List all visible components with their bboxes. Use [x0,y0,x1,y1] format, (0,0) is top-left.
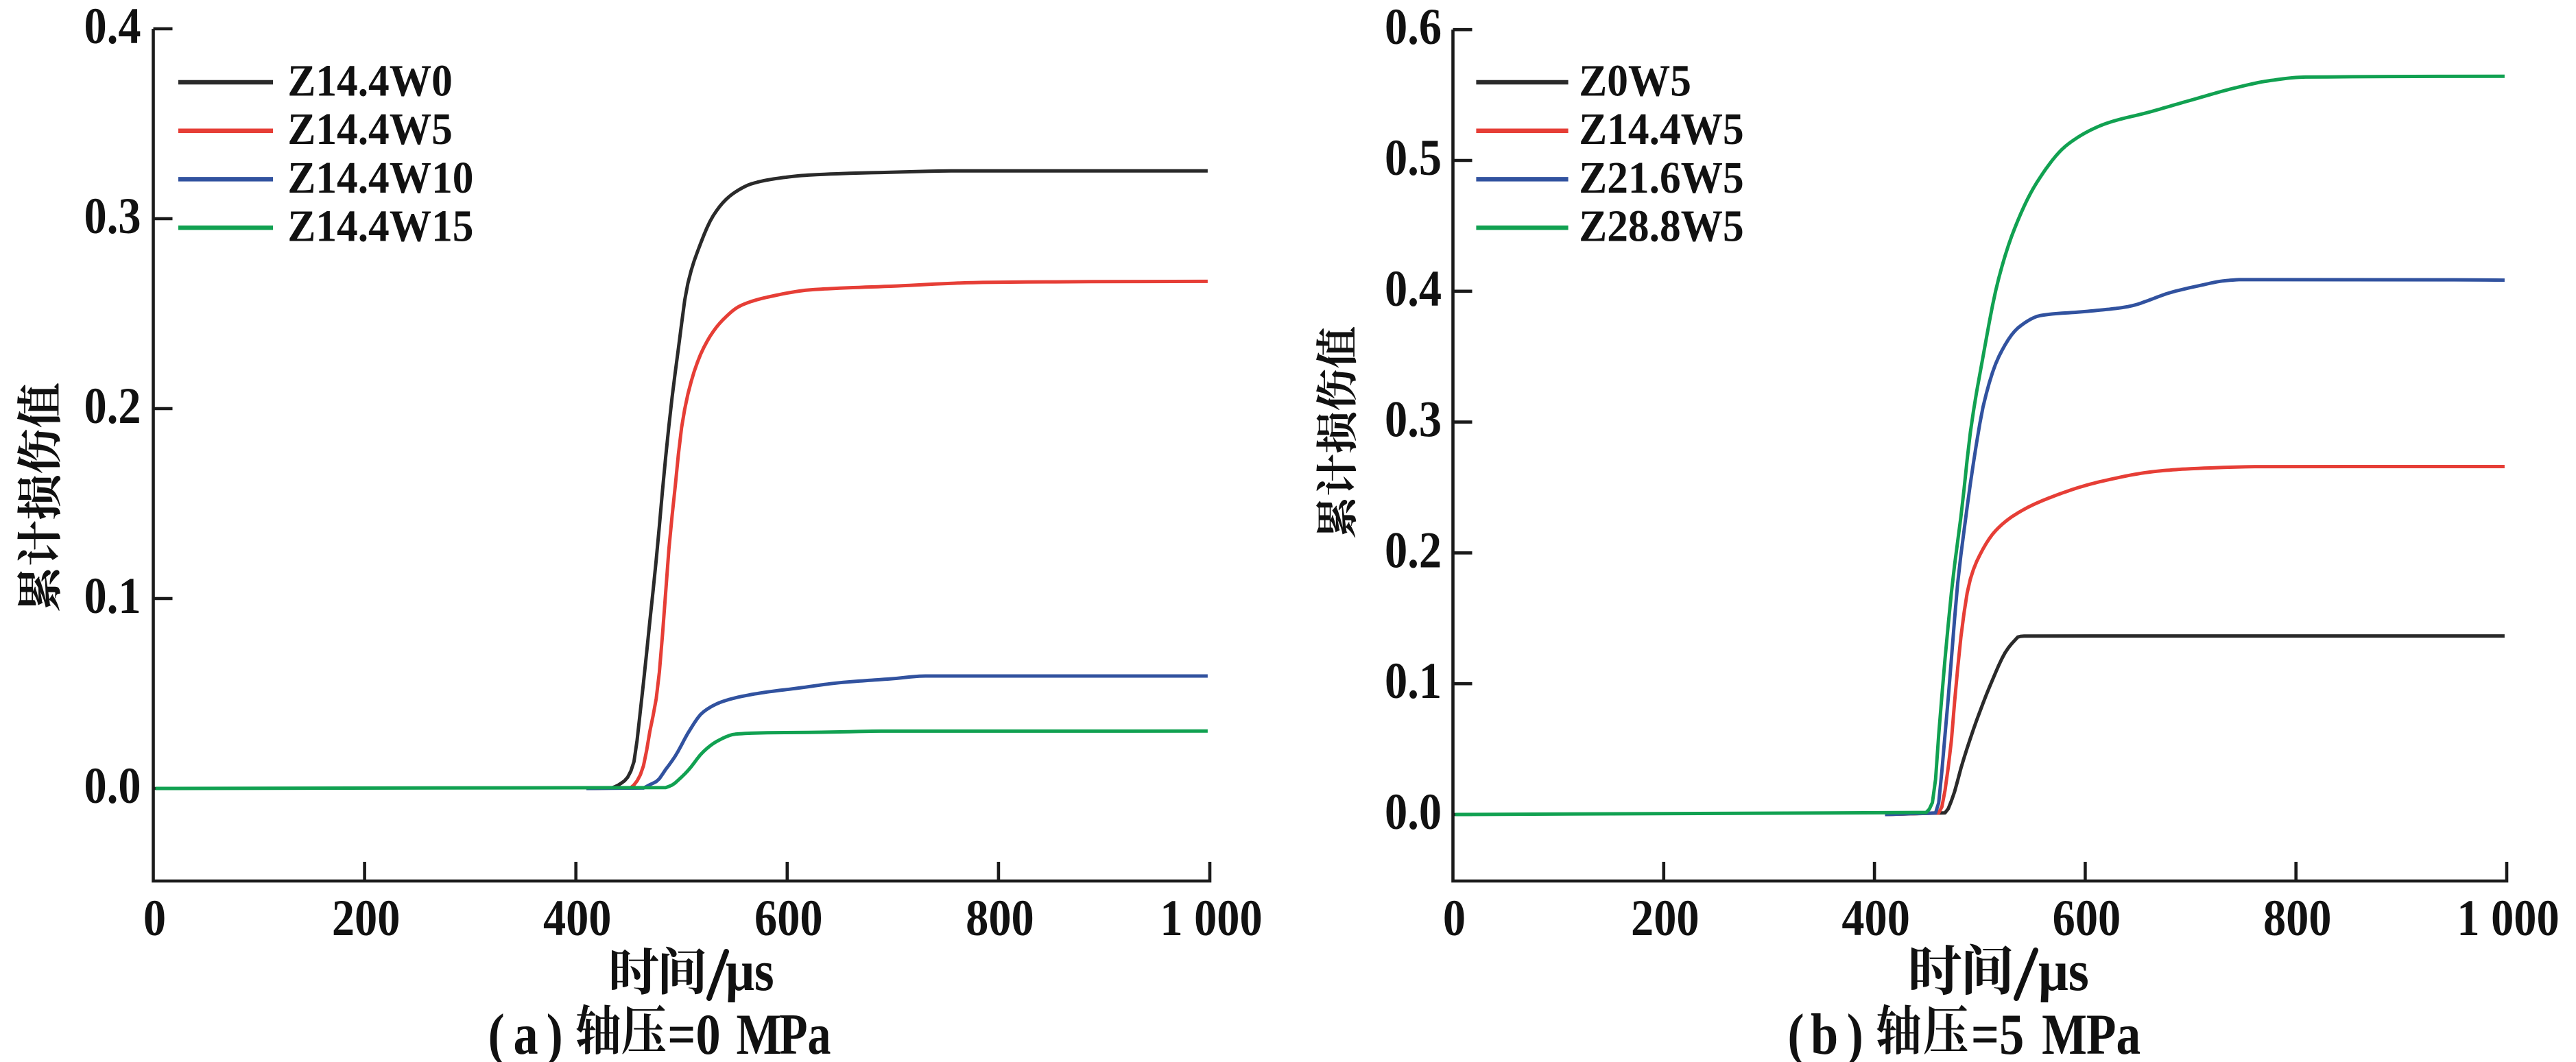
svg-text:Z0W5: Z0W5 [1579,55,1691,106]
svg-text:Z14.4W0: Z14.4W0 [287,55,452,106]
svg-text:0.4: 0.4 [1385,261,1442,317]
svg-text:): ) [1847,1003,1863,1062]
svg-text:0.0: 0.0 [1385,784,1442,841]
svg-text:400: 400 [543,890,612,947]
svg-text:200: 200 [332,890,401,947]
svg-text:(: ( [488,1003,505,1062]
svg-text:0: 0 [1443,890,1466,947]
svg-text:b: b [1811,1003,1838,1062]
svg-text:0.6: 0.6 [1385,0,1442,56]
svg-text:600: 600 [2053,890,2121,947]
svg-text:Z21.6W5: Z21.6W5 [1579,152,1743,203]
svg-text:1 000: 1 000 [1160,890,1262,947]
svg-text:a: a [514,1003,538,1062]
svg-text:400: 400 [1841,890,1910,947]
svg-text:0.2: 0.2 [84,378,141,435]
svg-text:Z28.8W5: Z28.8W5 [1579,201,1743,252]
svg-text:800: 800 [966,890,1034,947]
svg-text:0.3: 0.3 [84,188,141,245]
svg-text:Z14.4W10: Z14.4W10 [287,152,473,203]
svg-text:M: M [2042,1002,2087,1062]
svg-text:=0: =0 [667,1003,720,1062]
svg-text:0.0: 0.0 [84,758,141,814]
svg-text:0.2: 0.2 [1385,522,1442,579]
svg-text:1 000: 1 000 [2457,890,2559,947]
svg-text:200: 200 [1631,890,1700,947]
svg-text:μs: μs [726,939,774,1003]
svg-text:Z14.4W5: Z14.4W5 [1579,104,1743,154]
svg-text:0.4: 0.4 [84,0,141,55]
svg-text:600: 600 [754,890,823,947]
svg-text:800: 800 [2263,890,2332,947]
svg-text:0.3: 0.3 [1385,391,1442,448]
svg-text:0: 0 [143,890,166,947]
svg-text:): ) [547,1003,563,1062]
svg-text:0.1: 0.1 [84,568,141,625]
svg-text:(: ( [1788,1003,1804,1062]
svg-text:0.5: 0.5 [1385,130,1442,186]
svg-text:=5: =5 [1971,1003,2024,1062]
svg-text:0.1: 0.1 [1385,653,1442,710]
svg-text:Z14.4W15: Z14.4W15 [287,201,473,252]
svg-text:μs: μs [2038,939,2089,1003]
svg-text:M: M [737,1002,782,1062]
svg-text:Pa: Pa [2086,1002,2140,1062]
svg-text:Pa: Pa [779,1002,831,1062]
svg-text:Z14.4W5: Z14.4W5 [287,104,452,154]
